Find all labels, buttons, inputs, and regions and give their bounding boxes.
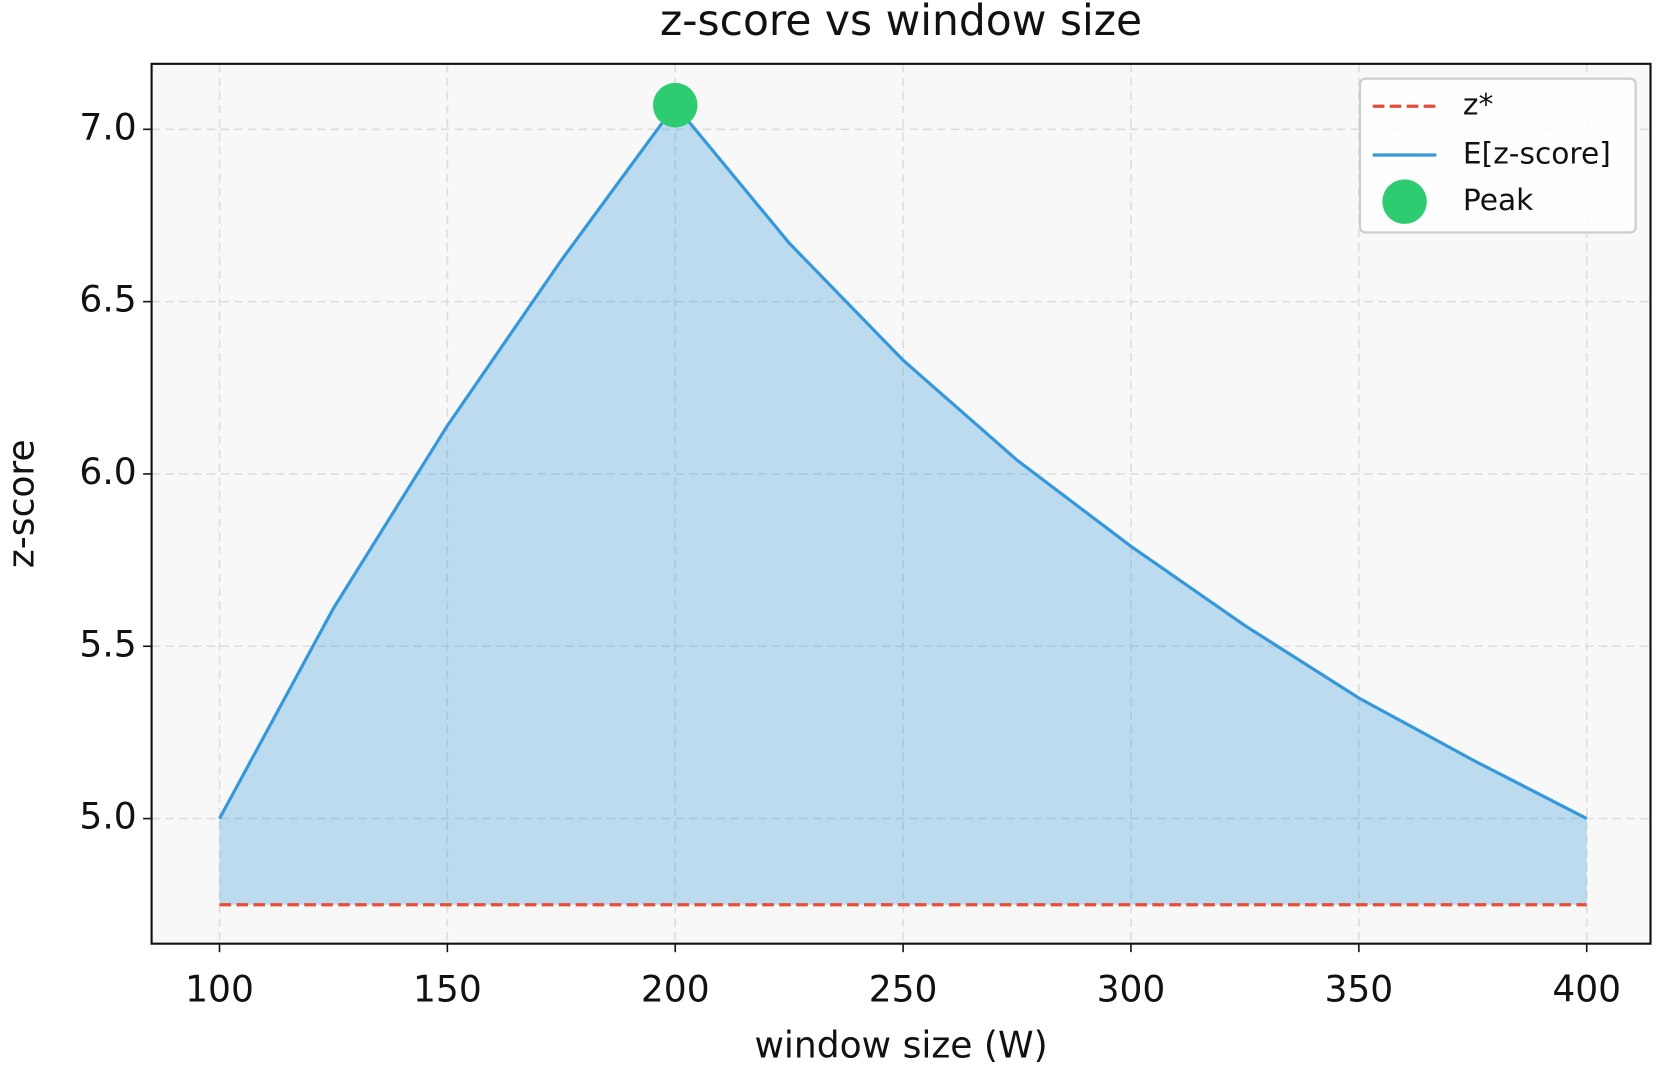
x-tick-label: 100 xyxy=(185,969,254,1010)
x-tick-label: 300 xyxy=(1097,969,1166,1010)
x-tick-label: 400 xyxy=(1552,969,1621,1010)
legend-label: z* xyxy=(1463,87,1493,122)
line xyxy=(218,102,1588,820)
legend-label: Peak xyxy=(1463,182,1534,217)
y-tick-label: 7.0 xyxy=(79,107,136,148)
y-tick-label: 6.0 xyxy=(79,452,136,493)
x-tick-label: 150 xyxy=(413,969,482,1010)
y-axis-label: z-score xyxy=(1,439,42,568)
y-tick-label: 5.0 xyxy=(79,797,136,838)
y-tick-label: 6.5 xyxy=(79,280,136,321)
legend-box xyxy=(1359,77,1637,234)
chart-title: z-score vs window size xyxy=(660,0,1142,45)
y-tick-label: 5.5 xyxy=(79,624,136,665)
plot-frame xyxy=(150,62,1652,945)
x-tick-label: 250 xyxy=(869,969,938,1010)
legend-swatch xyxy=(1382,179,1427,224)
x-axis-label: window size (W) xyxy=(754,1026,1047,1067)
legend-label: E[z-score] xyxy=(1463,135,1611,170)
x-tick-label: 200 xyxy=(641,969,710,1010)
peak-marker xyxy=(652,82,698,128)
x-tick-label: 350 xyxy=(1324,969,1393,1010)
area-fill xyxy=(219,105,1587,905)
